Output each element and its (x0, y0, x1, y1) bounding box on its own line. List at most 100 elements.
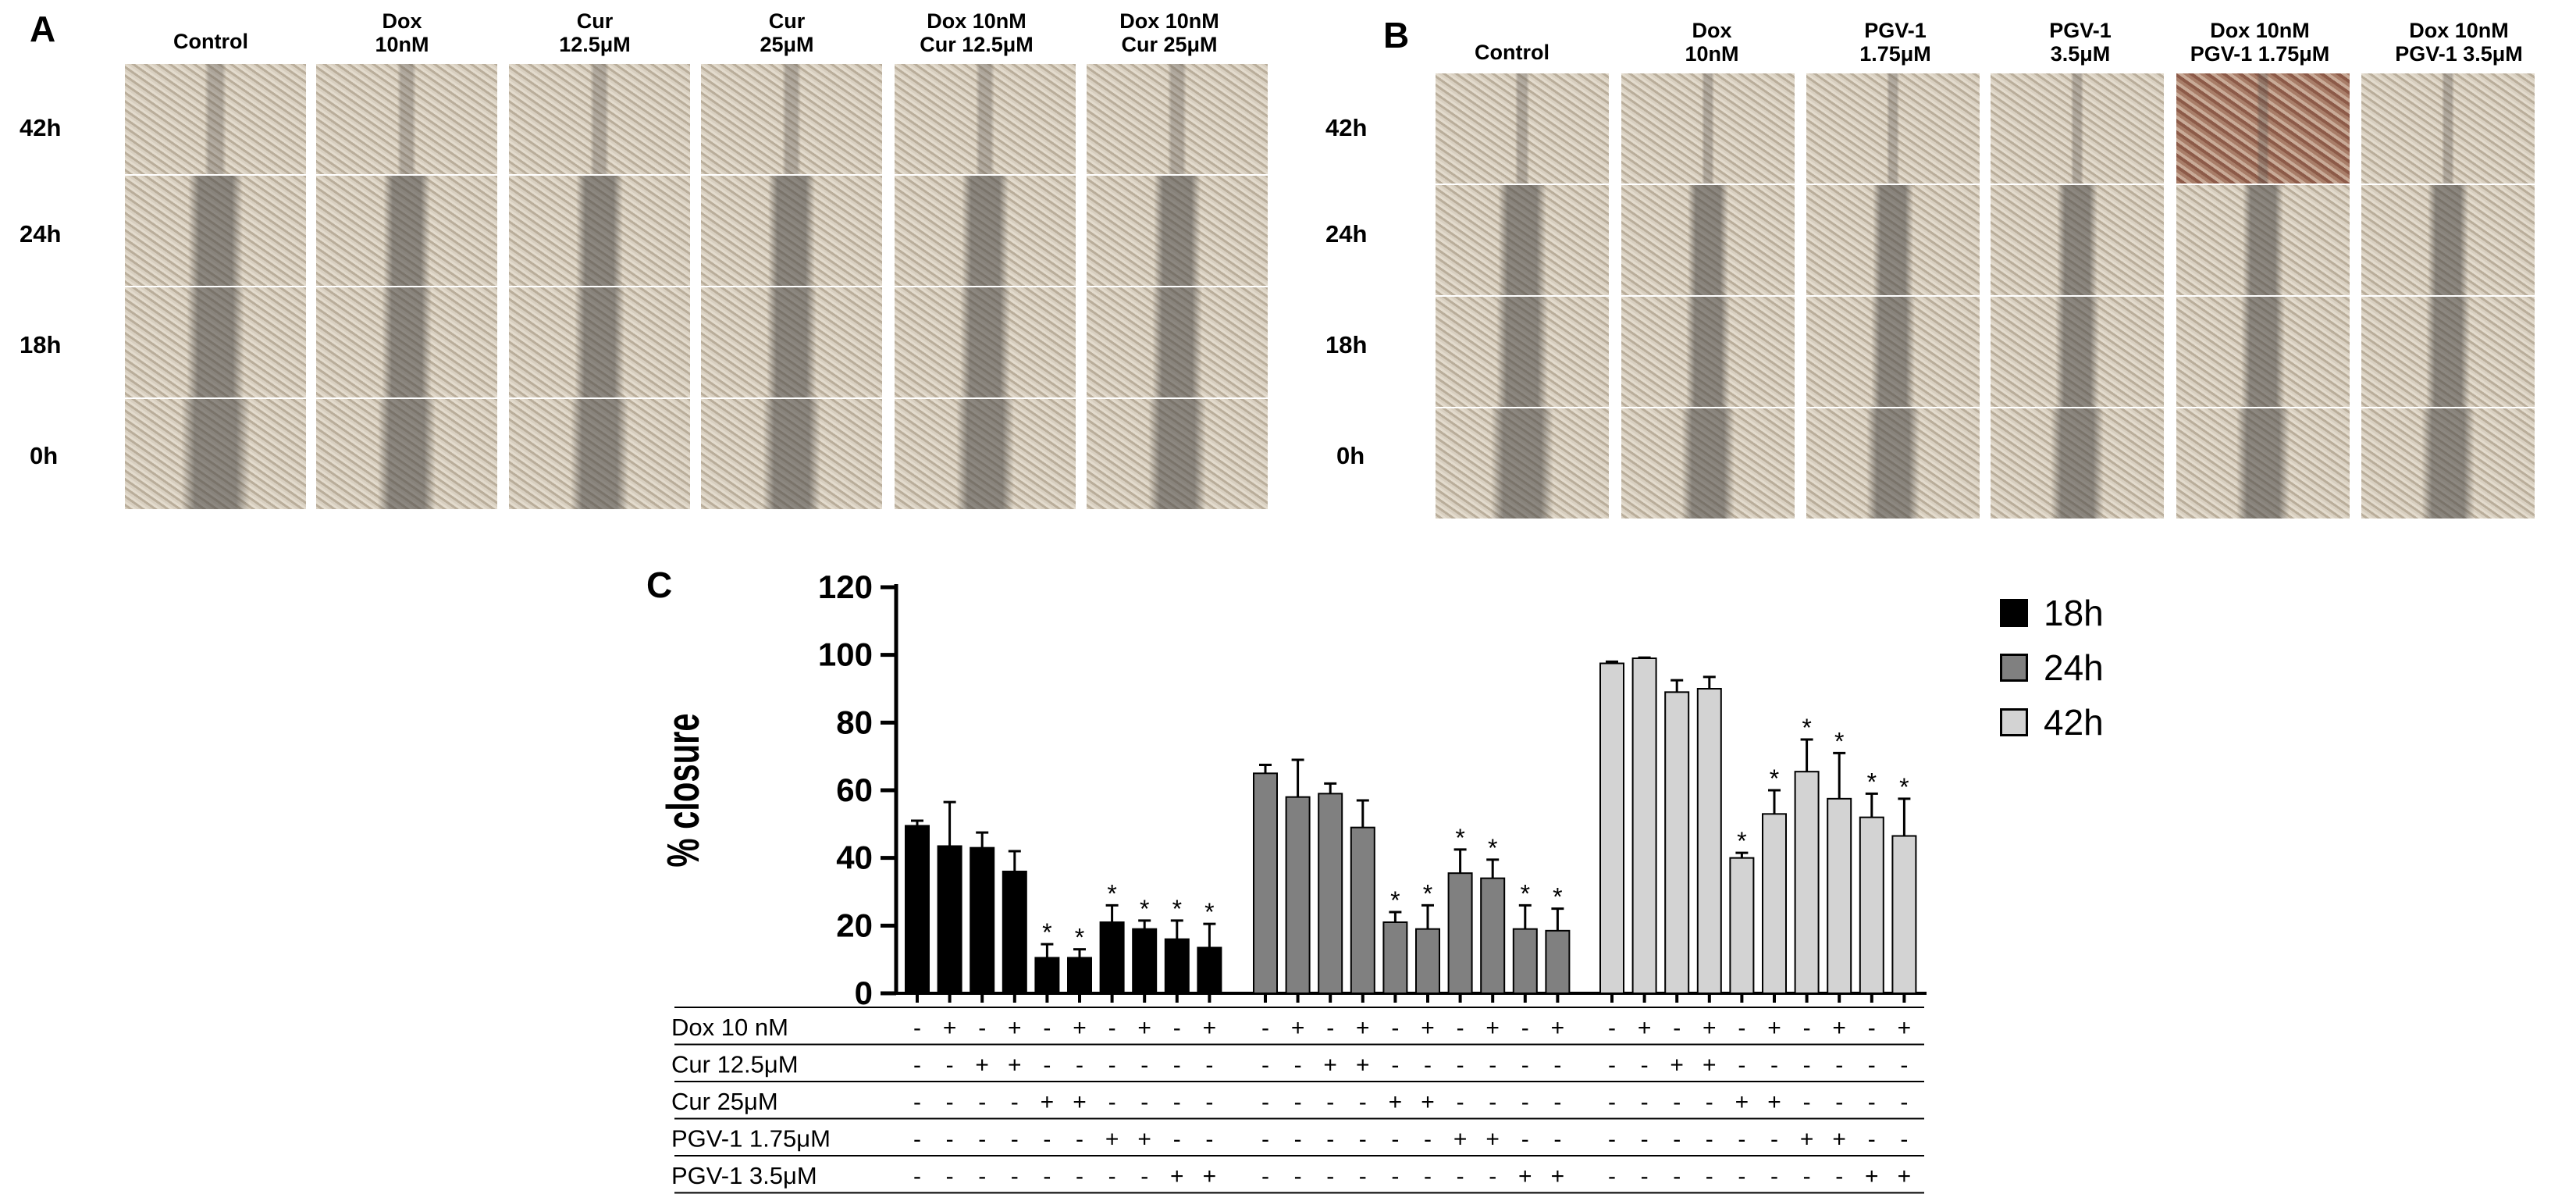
y-tick-label: 20 (836, 907, 873, 943)
treatment-sign: - (1835, 1089, 1843, 1115)
scratch-gap (1154, 176, 1201, 286)
bar-18h-7 (1099, 921, 1125, 994)
bar-42h-8 (1827, 797, 1852, 994)
treatment-sign: + (1703, 1015, 1717, 1041)
treatment-sign: - (1011, 1089, 1019, 1115)
panel-b-col-label: Dox 10nM PGV-1 1.75μM (2190, 19, 2330, 66)
legend-label: 24h (2044, 647, 2104, 688)
treatment-sign: + (1008, 1053, 1022, 1078)
bar-42h-10 (1891, 835, 1917, 994)
treatment-sign: - (1076, 1127, 1083, 1153)
panel-b-row-label: 24h (1325, 220, 1368, 248)
scratch-gap (1687, 185, 1729, 295)
treatment-sign: + (943, 1015, 957, 1041)
significance-asterisk: * (1521, 879, 1530, 907)
treatment-sign: + (1291, 1015, 1305, 1041)
scratch-gap (1887, 73, 1899, 184)
treatment-sign: - (1261, 1127, 1269, 1153)
treatment-sign: + (975, 1053, 989, 1078)
significance-asterisk: * (1455, 824, 1464, 852)
treatment-sign: - (1457, 1089, 1464, 1115)
wound-micrograph-tile (125, 176, 306, 286)
y-axis-label: % closure (657, 713, 708, 867)
panel-a-row-label: 0h (30, 442, 59, 469)
wound-micrograph-tile (1436, 185, 1609, 295)
bar-24h-8 (1480, 877, 1506, 994)
wound-micrograph-tile (125, 287, 306, 397)
treatment-sign: - (1043, 1015, 1051, 1041)
treatment-sign: - (1553, 1053, 1561, 1078)
scratch-gap (1152, 287, 1202, 397)
treatment-sign: - (1868, 1053, 1876, 1078)
treatment-sign: - (1457, 1015, 1464, 1041)
treatment-sign: - (1608, 1127, 1616, 1153)
legend-swatch (2000, 708, 2028, 736)
treatment-sign: + (1389, 1089, 1403, 1115)
treatment-sign: - (1803, 1015, 1811, 1041)
significance-asterisk: * (1737, 827, 1746, 855)
scratch-gap (1866, 408, 1920, 519)
scratch-gap (1496, 297, 1549, 407)
treatment-sign: + (1073, 1089, 1087, 1115)
treatment-sign: - (1294, 1089, 1302, 1115)
treatment-sign: - (1261, 1089, 1269, 1115)
treatment-sign: - (1391, 1015, 1399, 1041)
scratch-gap (960, 287, 1010, 397)
scratch-gap (205, 64, 226, 174)
treatment-sign: - (1521, 1127, 1529, 1153)
treatment-sign: - (1835, 1164, 1843, 1189)
wound-micrograph-tile (701, 287, 882, 397)
legend-item-24h: 24h (2000, 647, 2104, 689)
legend-swatch (2000, 599, 2028, 627)
panel-c-letter: C (646, 565, 673, 605)
wound-micrograph-tile (316, 64, 497, 174)
wound-micrograph-tile (316, 176, 497, 286)
scratch-gap (383, 176, 430, 286)
panel-b-col-label: Dox 10nM PGV-1 3.5μM (2395, 19, 2523, 66)
panel-b-col-label: Dox 10nM (1685, 19, 1739, 66)
treatment-sign: - (1641, 1089, 1649, 1115)
treatment-sign: - (978, 1089, 986, 1115)
wound-micrograph-tile (509, 287, 690, 397)
wound-micrograph-tile (1087, 64, 1268, 174)
treatment-sign: + (1485, 1015, 1500, 1041)
treatment-sign: - (1706, 1127, 1713, 1153)
treatment-sign: + (1735, 1089, 1749, 1115)
wound-micrograph-tile (2361, 185, 2535, 295)
scratch-gap (1872, 185, 1914, 295)
wound-micrograph-tile (1436, 297, 1609, 407)
scratch-gap (382, 287, 432, 397)
wound-micrograph-tile (316, 399, 497, 509)
scratch-gap (962, 176, 1009, 286)
treatment-sign: - (1076, 1164, 1083, 1189)
treatment-sign: + (1105, 1127, 1119, 1153)
scratch-gap (188, 176, 243, 286)
treatment-sign: - (1738, 1015, 1745, 1041)
treatment-sign: + (1767, 1015, 1781, 1041)
wound-micrograph-tile (1087, 176, 1268, 286)
treatment-sign: + (1008, 1015, 1022, 1041)
legend-item-42h: 42h (2000, 701, 2104, 743)
bar-42h-7 (1794, 771, 1820, 995)
wound-micrograph-tile (125, 399, 306, 509)
wound-micrograph-tile (2176, 185, 2350, 295)
treatment-sign: + (1865, 1164, 1879, 1189)
significance-asterisk: * (1834, 727, 1844, 755)
scratch-gap (186, 287, 245, 397)
scratch-gap (1685, 297, 1731, 407)
treatment-sign: - (1011, 1127, 1019, 1153)
scratch-gap (575, 287, 624, 397)
treatment-sign: - (1553, 1089, 1561, 1115)
treatment-sign: + (1832, 1015, 1846, 1041)
treatment-sign: - (1140, 1089, 1148, 1115)
treatment-sign: - (913, 1089, 921, 1115)
scratch-gap (1515, 73, 1529, 184)
panel-a-col-label: Dox 10nM Cur 25μM (1119, 9, 1219, 56)
scratch-gap (1168, 64, 1187, 174)
bar-42h-6 (1762, 813, 1787, 995)
scratch-gap (180, 399, 251, 509)
wound-micrograph-tile (1621, 73, 1795, 184)
wound-micrograph-tile (316, 287, 497, 397)
legend-item-18h: 18h (2000, 592, 2104, 634)
treatment-sign: + (1767, 1089, 1781, 1115)
